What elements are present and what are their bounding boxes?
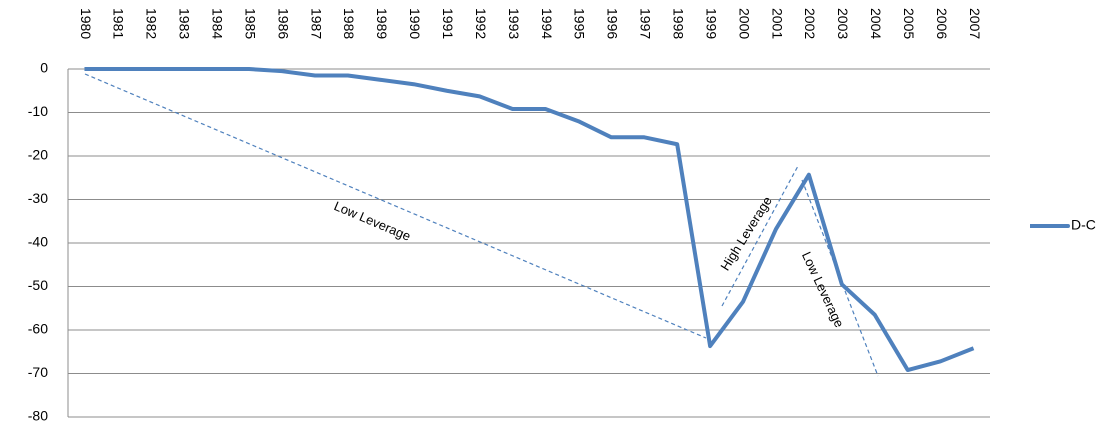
x-tick-label: 2007: [967, 8, 983, 39]
y-tick-label: -80: [28, 408, 48, 424]
annotation-line: [721, 165, 799, 307]
x-tick-label: 1984: [209, 8, 225, 39]
x-tick-label: 1989: [374, 8, 390, 39]
y-tick-label: -60: [28, 321, 48, 337]
x-tick-label: 1999: [703, 8, 719, 39]
x-tick-label: 1992: [473, 8, 489, 39]
y-tick-label: -10: [28, 103, 48, 119]
legend-label: D-C: [1071, 217, 1096, 233]
x-tick-label: 2005: [901, 8, 917, 39]
x-tick-label: 1998: [670, 8, 686, 39]
x-tick-label: 2000: [736, 8, 752, 39]
x-tick-label: 2002: [802, 8, 818, 39]
x-tick-label: 1996: [605, 8, 621, 39]
y-tick-label: -30: [28, 190, 48, 206]
x-tick-label: 1995: [572, 8, 588, 39]
y-tick-label: -40: [28, 234, 48, 250]
x-tick-label: 1991: [440, 8, 456, 39]
y-tick-label: -20: [28, 147, 48, 163]
x-tick-label: 1993: [506, 8, 522, 39]
y-tick-label: 0: [40, 60, 48, 76]
x-tick-label: 2004: [868, 8, 884, 39]
x-tick-label: 2003: [835, 8, 851, 39]
y-tick-label: -50: [28, 277, 48, 293]
annotation-line: [84, 73, 707, 339]
x-tick-label: 1982: [144, 8, 160, 39]
annotation: Low Leverage: [799, 249, 847, 329]
legend-marker: [1066, 224, 1070, 228]
x-tick-label: 1985: [242, 8, 258, 39]
x-tick-label: 1988: [341, 8, 357, 39]
x-tick-label: 1986: [275, 8, 291, 39]
x-tick-label: 1980: [78, 8, 94, 39]
data-line: [84, 67, 975, 373]
x-tick-label: 1994: [539, 8, 555, 39]
x-tick-label: 1987: [308, 8, 324, 39]
x-tick-label: 1981: [111, 8, 127, 39]
x-tick-label: 1990: [407, 8, 423, 39]
annotation: Low Leverage: [332, 198, 413, 244]
x-tick-label: 1983: [177, 8, 193, 39]
x-tick-label: 1997: [638, 8, 654, 39]
x-tick-label: 2001: [769, 8, 785, 39]
x-tick-label: 2006: [934, 8, 950, 39]
y-tick-label: -70: [28, 364, 48, 380]
